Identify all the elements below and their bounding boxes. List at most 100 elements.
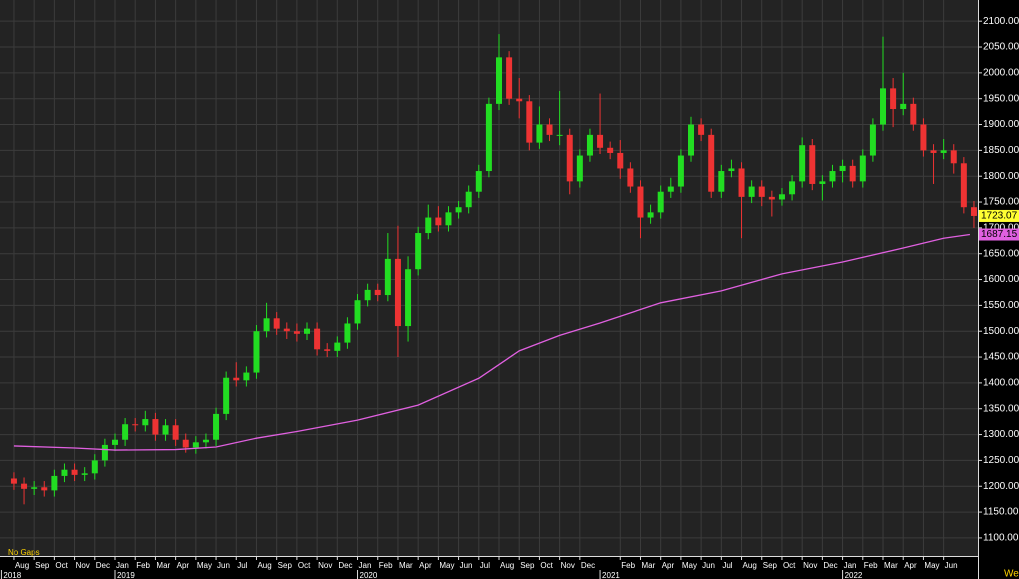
candle-body [849, 165, 856, 182]
candle-body [394, 258, 401, 327]
candle-body [930, 150, 937, 153]
candle-body [859, 155, 866, 182]
candle-body [21, 483, 28, 489]
candle-body [809, 145, 816, 184]
candle-body [293, 331, 300, 334]
candle-body [677, 155, 684, 187]
candle-body [960, 163, 967, 208]
x-tick-label: Dec [581, 561, 595, 570]
candle-body [485, 103, 492, 172]
candle-body [748, 186, 755, 197]
candle-body [405, 269, 412, 327]
candle-body [597, 134, 604, 148]
candle-body [152, 419, 159, 435]
y-tick-label: 1950.00 [983, 93, 1019, 104]
y-tick-label: 1700.00 [983, 223, 1019, 234]
x-tick-label: May [924, 561, 939, 570]
candle-body [627, 168, 634, 187]
candle-body [425, 217, 432, 234]
x-tick-label: Nov [318, 561, 332, 570]
x-tick-label: May [439, 561, 454, 570]
candle-body [51, 475, 58, 491]
x-tick-label: Feb [379, 561, 393, 570]
candle-body [688, 124, 695, 156]
candle-body [142, 419, 149, 426]
year-label: 2021 [602, 571, 620, 579]
x-tick-label: Sep [278, 561, 293, 570]
candle-body [546, 124, 553, 135]
year-label: 2022 [845, 571, 863, 579]
candle-body [445, 212, 452, 226]
candle-body [192, 442, 199, 448]
y-tick-label: 1100.00 [983, 533, 1019, 544]
x-tick-label: Apr [419, 561, 432, 570]
x-tick-label: Nov [76, 561, 90, 570]
candle-body [243, 372, 250, 381]
y-tick-label: 1250.00 [983, 455, 1019, 466]
candle-body [789, 181, 796, 195]
candle-body [506, 57, 513, 99]
candle-body [880, 88, 887, 125]
candle-body [213, 413, 220, 440]
y-tick-label: 1800.00 [983, 171, 1019, 182]
x-tick-label: Jun [702, 561, 715, 570]
candle-body [344, 323, 351, 343]
candle-body [10, 478, 17, 484]
candle-body [890, 88, 897, 110]
candle-body [576, 155, 583, 182]
x-tick-label: Aug [15, 561, 29, 570]
y-tick-label: 1400.00 [983, 378, 1019, 389]
candle-body [304, 328, 311, 334]
candle-body [475, 171, 482, 192]
x-tick-label: Feb [864, 561, 878, 570]
candle-body [314, 328, 321, 350]
x-tick-label: Sep [763, 561, 778, 570]
candle-body [556, 134, 563, 136]
y-tick-label: 1900.00 [983, 119, 1019, 130]
x-tick-label: Jun [460, 561, 473, 570]
candle-body [61, 469, 68, 476]
candle-body [698, 124, 705, 135]
candle-body [384, 258, 391, 296]
x-tick-label: Aug [500, 561, 514, 570]
y-tick-label: 1200.00 [983, 481, 1019, 492]
candle-body [132, 424, 139, 426]
candle-body [758, 186, 765, 197]
candle-body [910, 103, 917, 125]
year-label: 2020 [360, 571, 378, 579]
candle-body [738, 168, 745, 197]
candle-body [566, 134, 573, 182]
x-tick-label: Jun [945, 561, 958, 570]
candle-body [91, 460, 98, 474]
candle-body [718, 171, 725, 192]
x-tick-label: Aug [743, 561, 757, 570]
x-tick-label: Oct [783, 561, 796, 570]
candle-body [31, 487, 38, 489]
x-tick-label: Dec [338, 561, 352, 570]
x-tick-label: Sep [35, 561, 50, 570]
candle-body [202, 439, 209, 443]
candle-body [526, 101, 533, 143]
candle-body [617, 152, 624, 169]
last-price-badge [979, 209, 1019, 222]
note: No Gaps [8, 548, 40, 557]
x-tick-label: Nov [803, 561, 817, 570]
candle-body [172, 425, 179, 440]
x-tick-label: Mar [641, 561, 655, 570]
candle-body [950, 150, 957, 164]
y-tick-label: 2100.00 [983, 16, 1019, 27]
y-tick-label: 1150.00 [983, 507, 1019, 518]
x-tick-label: Feb [136, 561, 150, 570]
candle-body [657, 191, 664, 213]
x-tick-label: Mar [399, 561, 413, 570]
candle-body [667, 186, 674, 192]
plot-area [0, 0, 978, 556]
y-tick-label: 1650.00 [983, 248, 1019, 259]
corner-text: We [1004, 569, 1019, 579]
candle-body [263, 318, 270, 332]
candle-body [233, 377, 240, 381]
candle-body [273, 318, 280, 329]
candle-body [455, 207, 462, 213]
grid [0, 0, 978, 556]
x-tick-label: Apr [177, 561, 190, 570]
